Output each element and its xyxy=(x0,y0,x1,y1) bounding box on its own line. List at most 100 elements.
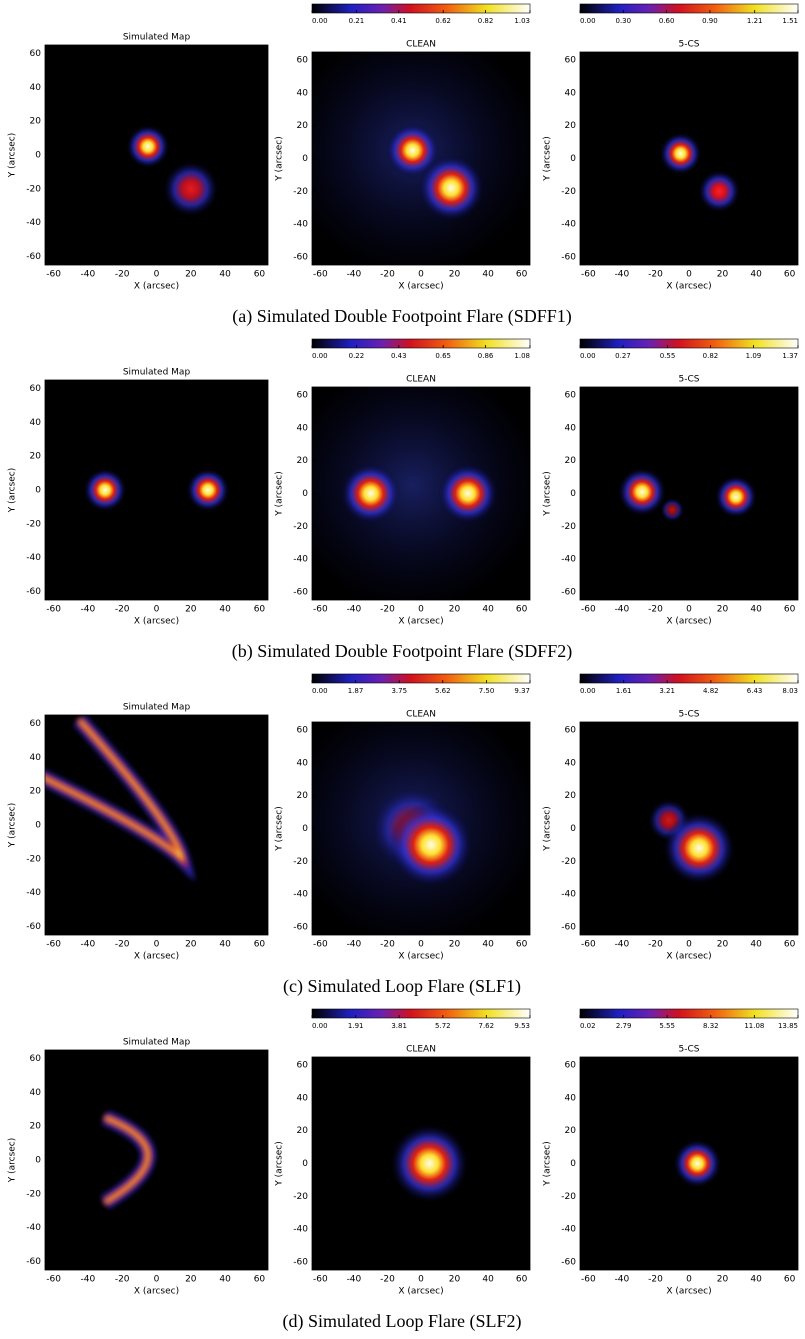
colorbar-tick-label: 0.65 xyxy=(435,352,451,360)
x-tick-label: -20 xyxy=(380,1275,395,1285)
image xyxy=(45,1050,268,1270)
x-tick-label: -40 xyxy=(81,605,96,615)
colorbar-tick-label: 5.72 xyxy=(435,1022,451,1030)
y-axis-label: Y (arcsec) xyxy=(275,136,285,182)
x-tick-label: 0 xyxy=(686,1275,692,1285)
colorbar-tick-label: 1.09 xyxy=(746,352,762,360)
x-tick-label: 20 xyxy=(717,1275,729,1285)
y-tick-label: -40 xyxy=(561,220,576,230)
colorbar-tick-label: 0.00 xyxy=(312,352,328,360)
colorbar-tick-label: 0.82 xyxy=(703,352,719,360)
x-tick-label: -40 xyxy=(347,1275,362,1285)
x-tick-label: -20 xyxy=(380,270,395,280)
y-tick-label: 40 xyxy=(565,423,577,433)
y-tick-label: 20 xyxy=(297,456,309,466)
x-tick-label: -60 xyxy=(313,1275,328,1285)
x-tick-label: -60 xyxy=(581,940,596,950)
colorbar-tick-label: 1.03 xyxy=(514,17,530,25)
x-tick-label: -20 xyxy=(648,940,663,950)
x-tick-label: 0 xyxy=(418,270,424,280)
x-tick-label: 0 xyxy=(418,605,424,615)
caption: (d) Simulated Loop Flare (SLF2) xyxy=(283,1311,522,1332)
x-axis-label: X (arcsec) xyxy=(134,952,179,962)
y-tick-label: 60 xyxy=(565,1061,577,1071)
x-tick-label: 20 xyxy=(185,270,197,280)
x-axis-label: X (arcsec) xyxy=(398,1287,443,1297)
x-axis-label: X (arcsec) xyxy=(134,282,179,292)
loop-core xyxy=(45,719,185,864)
panel-title: Simulated Map xyxy=(123,1038,191,1048)
colorbar-tick-label: 6.43 xyxy=(747,687,763,695)
x-tick-label: 60 xyxy=(516,940,528,950)
colorbar-tick-label: 3.21 xyxy=(659,687,675,695)
y-tick-label: 20 xyxy=(30,117,42,127)
x-tick-label: 40 xyxy=(750,270,762,280)
x-tick-label: -20 xyxy=(115,270,130,280)
x-tick-label: -20 xyxy=(648,270,663,280)
y-tick-label: -60 xyxy=(293,1257,308,1267)
y-axis-label: Y (arcsec) xyxy=(8,468,18,514)
x-tick-label: 40 xyxy=(750,940,762,950)
x-tick-label: 60 xyxy=(784,940,796,950)
y-tick-label: -60 xyxy=(561,1257,576,1267)
x-tick-label: -40 xyxy=(81,940,96,950)
y-tick-label: 0 xyxy=(570,154,576,164)
y-tick-label: -20 xyxy=(293,1192,308,1202)
haze xyxy=(312,387,530,600)
y-tick-label: 60 xyxy=(565,56,577,66)
source xyxy=(660,497,685,522)
panel-title: Simulated Map xyxy=(123,703,191,713)
colorbar-tick-label: 7.62 xyxy=(479,1022,495,1030)
x-tick-label: 40 xyxy=(482,940,494,950)
panel-title: CLEAN xyxy=(406,375,436,385)
caption: (a) Simulated Double Footpoint Flare (SD… xyxy=(232,306,571,327)
x-axis-label: X (arcsec) xyxy=(398,617,443,627)
x-tick-label: -60 xyxy=(46,605,61,615)
y-tick-label: -20 xyxy=(561,522,576,532)
x-tick-label: -40 xyxy=(347,605,362,615)
y-axis-label: Y (arcsec) xyxy=(8,133,18,179)
x-tick-label: -40 xyxy=(347,940,362,950)
x-tick-label: -40 xyxy=(615,1275,630,1285)
source xyxy=(385,123,440,178)
x-tick-label: 40 xyxy=(482,605,494,615)
x-tick-label: -40 xyxy=(81,1275,96,1285)
x-tick-label: 0 xyxy=(154,940,160,950)
x-tick-label: 0 xyxy=(686,270,692,280)
panel-title: CLEAN xyxy=(406,40,436,50)
panel-title: 5-CS xyxy=(679,1045,700,1055)
caption: (c) Simulated Loop Flare (SLF1) xyxy=(283,976,521,997)
y-tick-label: 0 xyxy=(570,1159,576,1169)
y-tick-label: 0 xyxy=(302,154,308,164)
colorbar-tick-label: 9.37 xyxy=(514,687,530,695)
image xyxy=(580,387,798,600)
x-tick-label: 40 xyxy=(750,1275,762,1285)
y-tick-label: -40 xyxy=(293,1225,308,1235)
y-tick-label: -60 xyxy=(561,252,576,262)
y-tick-label: -40 xyxy=(293,890,308,900)
x-tick-label: -40 xyxy=(615,605,630,615)
y-axis-label: Y (arcsec) xyxy=(275,1141,285,1187)
source xyxy=(698,170,741,213)
colorbar-tick-label: 1.37 xyxy=(782,352,798,360)
x-tick-label: -40 xyxy=(615,940,630,950)
image xyxy=(580,1057,798,1270)
y-tick-label: 20 xyxy=(30,787,42,797)
colorbar-tick-label: 0.27 xyxy=(615,352,631,360)
source xyxy=(186,468,230,512)
y-tick-label: -20 xyxy=(26,1189,41,1199)
x-tick-label: 40 xyxy=(219,940,231,950)
image-background xyxy=(45,1050,268,1270)
x-tick-label: -60 xyxy=(313,605,328,615)
x-tick-label: 0 xyxy=(686,605,692,615)
colorbar xyxy=(311,673,531,684)
colorbar-tick-label: 8.32 xyxy=(703,1022,719,1030)
x-tick-label: 40 xyxy=(219,1275,231,1285)
panel-title: Simulated Map xyxy=(123,33,191,43)
colorbar-tick-label: 1.61 xyxy=(616,687,632,695)
x-axis-label: X (arcsec) xyxy=(134,617,179,627)
image xyxy=(45,380,268,600)
colorbar-tick-label: 0.55 xyxy=(660,352,676,360)
colorbar-tick-label: 0.21 xyxy=(349,17,365,25)
